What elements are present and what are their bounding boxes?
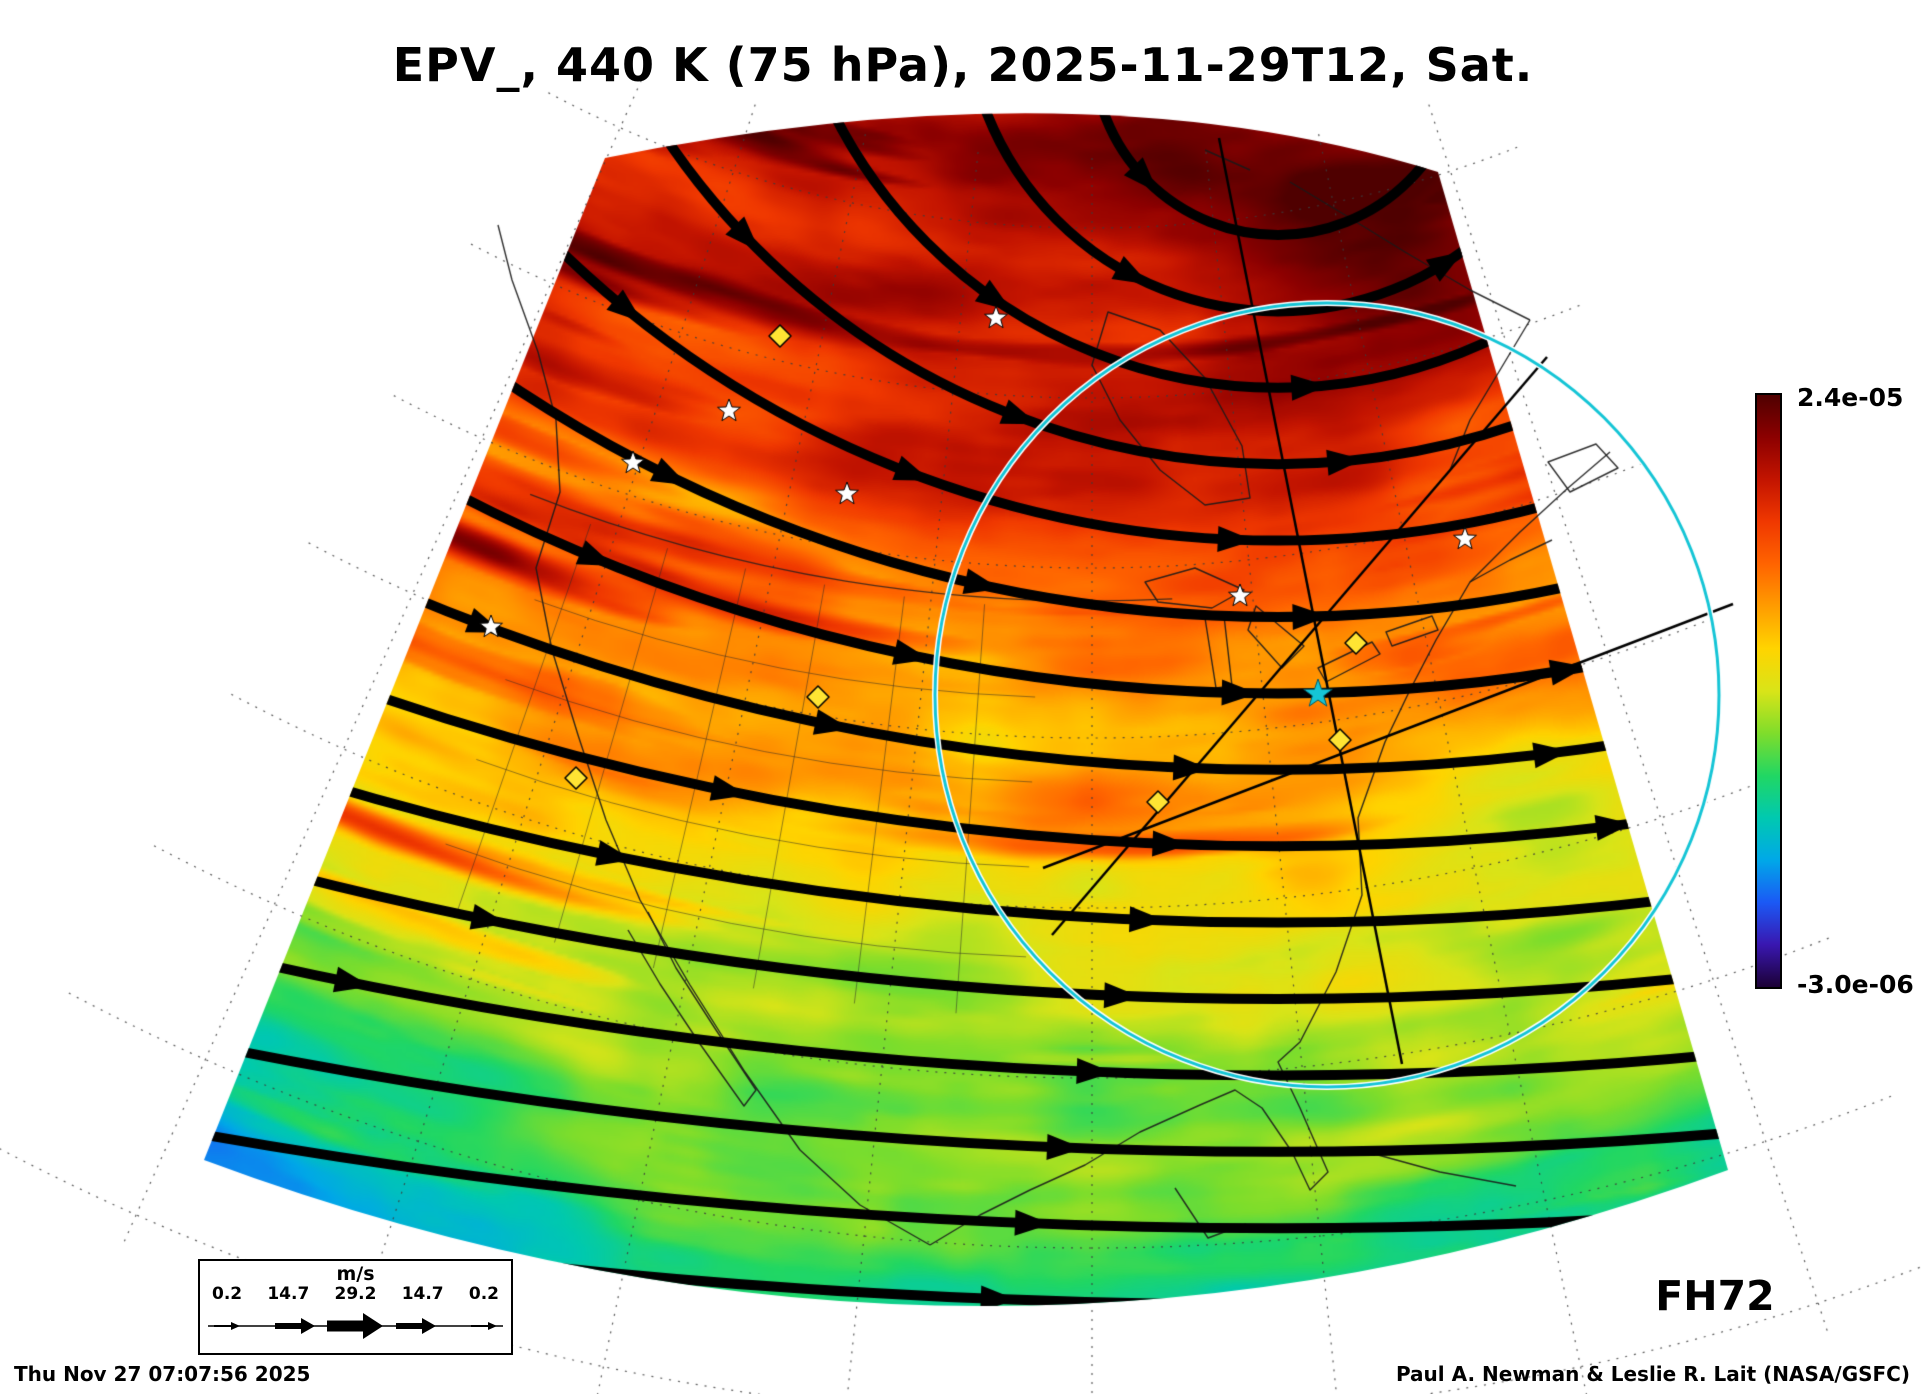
wind-tick: 14.7	[401, 1284, 444, 1304]
wind-speed-legend: m/s 0.2 14.7 29.2 14.7 0.2	[198, 1259, 513, 1355]
plot-title: EPV_, 440 K (75 hPa), 2025-11-29T12, Sat…	[392, 38, 1534, 92]
colorbar-gradient	[1755, 393, 1782, 989]
wind-unit-label: m/s	[336, 1263, 375, 1285]
credit-text: Paul A. Newman & Leslie R. Lait (NASA/GS…	[1395, 1362, 1910, 1386]
wind-tick-labels: 0.2 14.7 29.2 14.7 0.2	[200, 1284, 511, 1304]
wind-tick: 14.7	[267, 1284, 310, 1304]
forecast-hour-label: FH72	[1655, 1272, 1775, 1320]
wind-arrow-icon	[208, 1313, 503, 1339]
colorbar-min-label: -3.0e-06	[1797, 970, 1914, 999]
wind-tick: 0.2	[468, 1284, 499, 1304]
colorbar-max-label: 2.4e-05	[1797, 383, 1904, 412]
generation-timestamp: Thu Nov 27 07:07:56 2025	[14, 1362, 311, 1386]
wind-tick: 0.2	[212, 1284, 243, 1304]
wind-tick: 29.2	[334, 1284, 377, 1304]
colorbar: 2.4e-05 -3.0e-06	[1755, 383, 1926, 999]
